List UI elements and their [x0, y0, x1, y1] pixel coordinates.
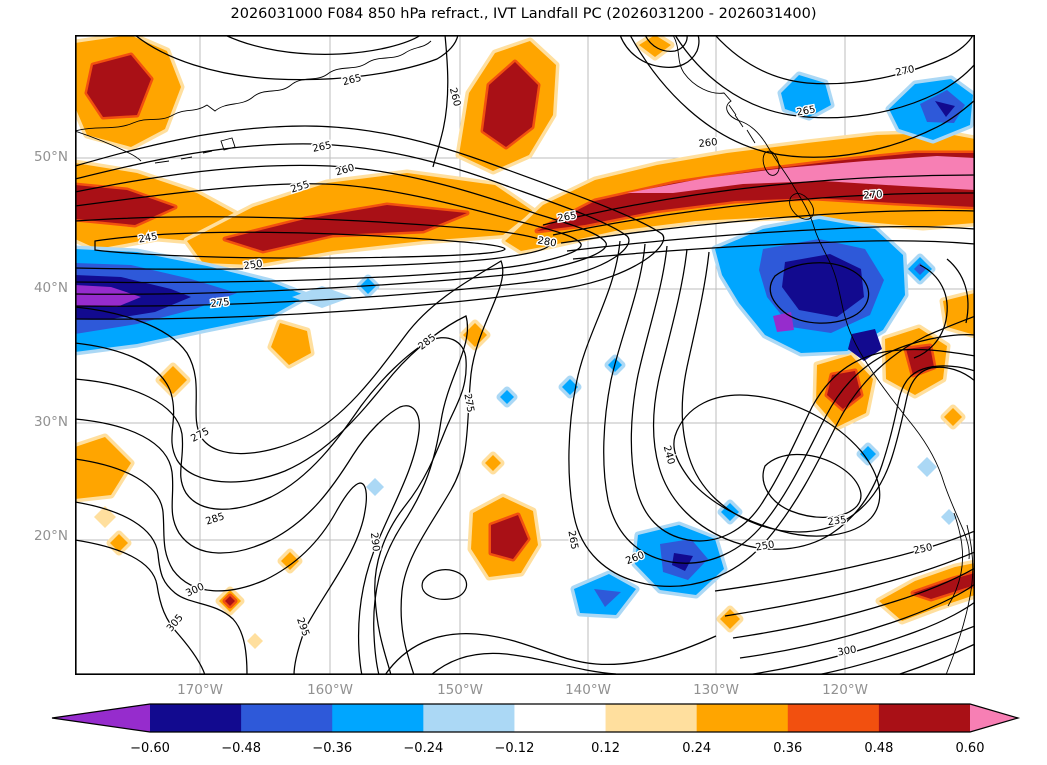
lon-tick-170w: 170°W	[177, 682, 223, 698]
colorbar: −0.60 −0.48 −0.36 −0.24 −0.12 0.12 0.24 0.36 0.4…	[51, 703, 1021, 756]
colorbar-outline	[51, 703, 1021, 733]
contour-label: 275	[210, 297, 230, 310]
colorbar-segments	[150, 704, 971, 732]
lat-tick-30n: 30°N	[33, 414, 68, 430]
contour-label: 265	[796, 104, 817, 118]
contour-label: 300	[837, 644, 858, 658]
lon-tick-160w: 160°W	[307, 682, 353, 698]
contour-label: 250	[755, 539, 776, 553]
lon-tick-130w: 130°W	[693, 682, 739, 698]
lon-tick-120w: 120°W	[822, 682, 868, 698]
contour-label: 265	[557, 210, 578, 224]
figure-title: 2026031000 F084 850 hPa refract., IVT La…	[230, 6, 817, 22]
colorbar-right-arrow	[970, 704, 1018, 732]
lon-tick-150w: 150°W	[437, 682, 483, 698]
colorbar-tick-label: 0.24	[682, 741, 711, 756]
colorbar-segment	[150, 704, 242, 732]
contour-label: 235	[827, 515, 847, 529]
colorbar-tick-label: 0.36	[773, 741, 802, 756]
colorbar-segment	[514, 704, 607, 732]
map-plot: 245 250 255 260 265 265 260 280 265 260 270 265 270 2…	[71, 31, 979, 676]
map-svg: 2452502552602652652602802652602702652702…	[71, 31, 979, 676]
colorbar-tick-label: −0.48	[221, 741, 261, 756]
shaded-regions-negative	[71, 71, 977, 619]
colorbar-segment	[696, 704, 789, 732]
colorbar-segment	[605, 704, 698, 732]
contour-label: 280	[537, 235, 558, 249]
colorbar-tick-label: 0.12	[591, 741, 620, 756]
contour-lines	[74, 34, 976, 676]
lat-tick-20n: 20°N	[33, 528, 68, 544]
contour-label: 275	[461, 393, 475, 414]
colorbar-segment	[787, 704, 880, 732]
contour-label: 260	[698, 137, 718, 150]
colorbar-tick-label: −0.12	[495, 741, 535, 756]
colorbar-tick-label: 0.60	[956, 741, 985, 756]
plot-border	[75, 35, 976, 676]
colorbar-tick-label: −0.24	[403, 741, 443, 756]
lon-tick-140w: 140°W	[565, 682, 611, 698]
contour-label: 245	[138, 231, 159, 245]
contour-label: 265	[565, 530, 579, 551]
colorbar-tick-label: −0.60	[130, 741, 170, 756]
contour-label: 290	[368, 532, 381, 552]
lat-tick-40n: 40°N	[33, 280, 68, 296]
colorbar-segment	[423, 704, 515, 732]
lat-tick-50n: 50°N	[33, 149, 68, 165]
colorbar-tick-label: −0.36	[312, 741, 352, 756]
coastlines	[74, 34, 974, 676]
colorbar-segment	[241, 704, 333, 732]
contour-label: 250	[243, 259, 263, 273]
colorbar-segment	[878, 704, 971, 732]
colorbar-segment	[332, 704, 424, 732]
colorbar-tick-label: 0.48	[864, 741, 893, 756]
colorbar-left-arrow	[52, 704, 150, 732]
colorbar-tick-labels: −0.60 −0.48 −0.36 −0.24 −0.12 0.12 0.24 0.36 0.4…	[130, 741, 984, 756]
contour-label: 270	[863, 189, 883, 201]
